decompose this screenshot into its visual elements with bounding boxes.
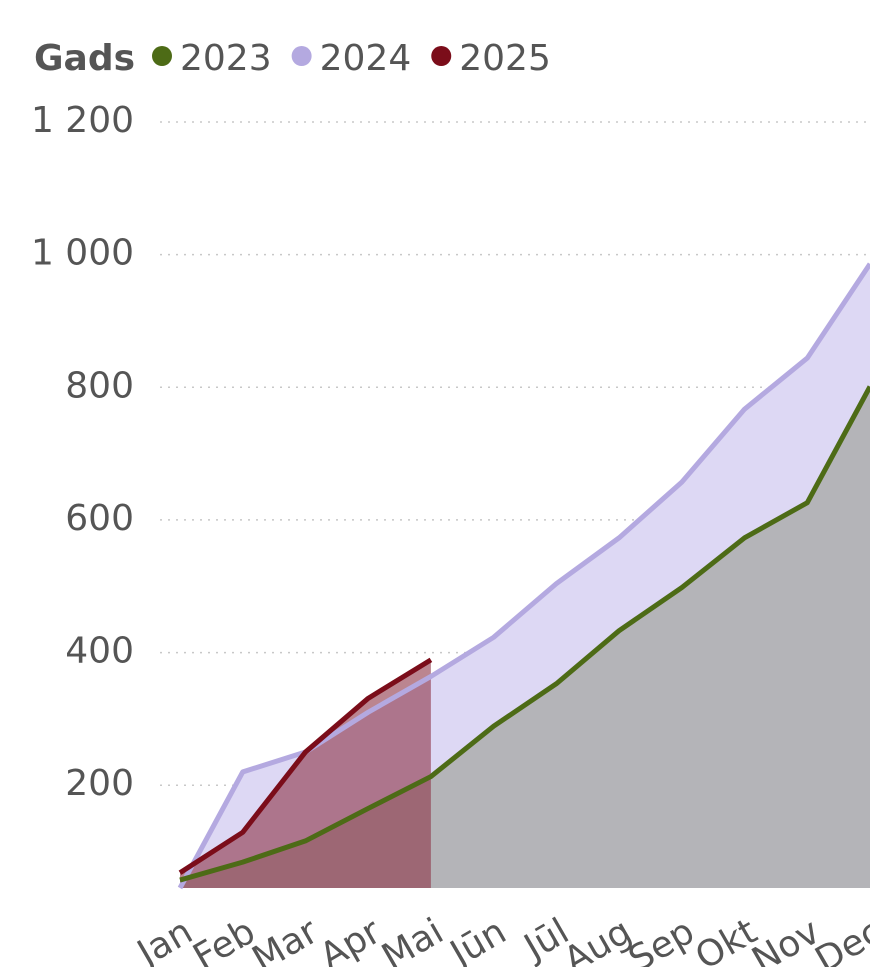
legend-label: 2025 (459, 38, 551, 79)
legend-label: 2023 (180, 38, 272, 79)
legend-marker (291, 46, 312, 66)
x-tick-label: Mai (375, 911, 450, 967)
x-tick-label: Nov (745, 911, 826, 967)
y-tick-label: 1 000 (31, 233, 134, 274)
legend-title: Gads (34, 38, 135, 79)
line (178, 657, 433, 875)
line (177, 262, 870, 890)
area (180, 659, 431, 888)
x-tick-label: Feb (187, 911, 263, 967)
y-tick-label: 200 (65, 763, 134, 804)
legend-label: 2024 (320, 38, 412, 79)
line (179, 385, 870, 883)
x-tick-label: Aug (557, 911, 638, 967)
y-tick-label: 1 200 (31, 100, 134, 141)
x-tick-label: Sep (622, 911, 701, 967)
y-tick-label: 400 (65, 631, 134, 672)
x-tick-label: Mar (246, 911, 325, 967)
legend-marker (152, 46, 172, 66)
area (180, 386, 870, 888)
x-tick-label: Jan (129, 911, 199, 967)
x-tick-label: Jūn (442, 911, 513, 967)
legend-marker (431, 46, 452, 66)
x-tick-label: Apr (313, 911, 388, 967)
y-tick-label: 800 (65, 365, 134, 406)
y-tick-label: 600 (65, 498, 134, 539)
